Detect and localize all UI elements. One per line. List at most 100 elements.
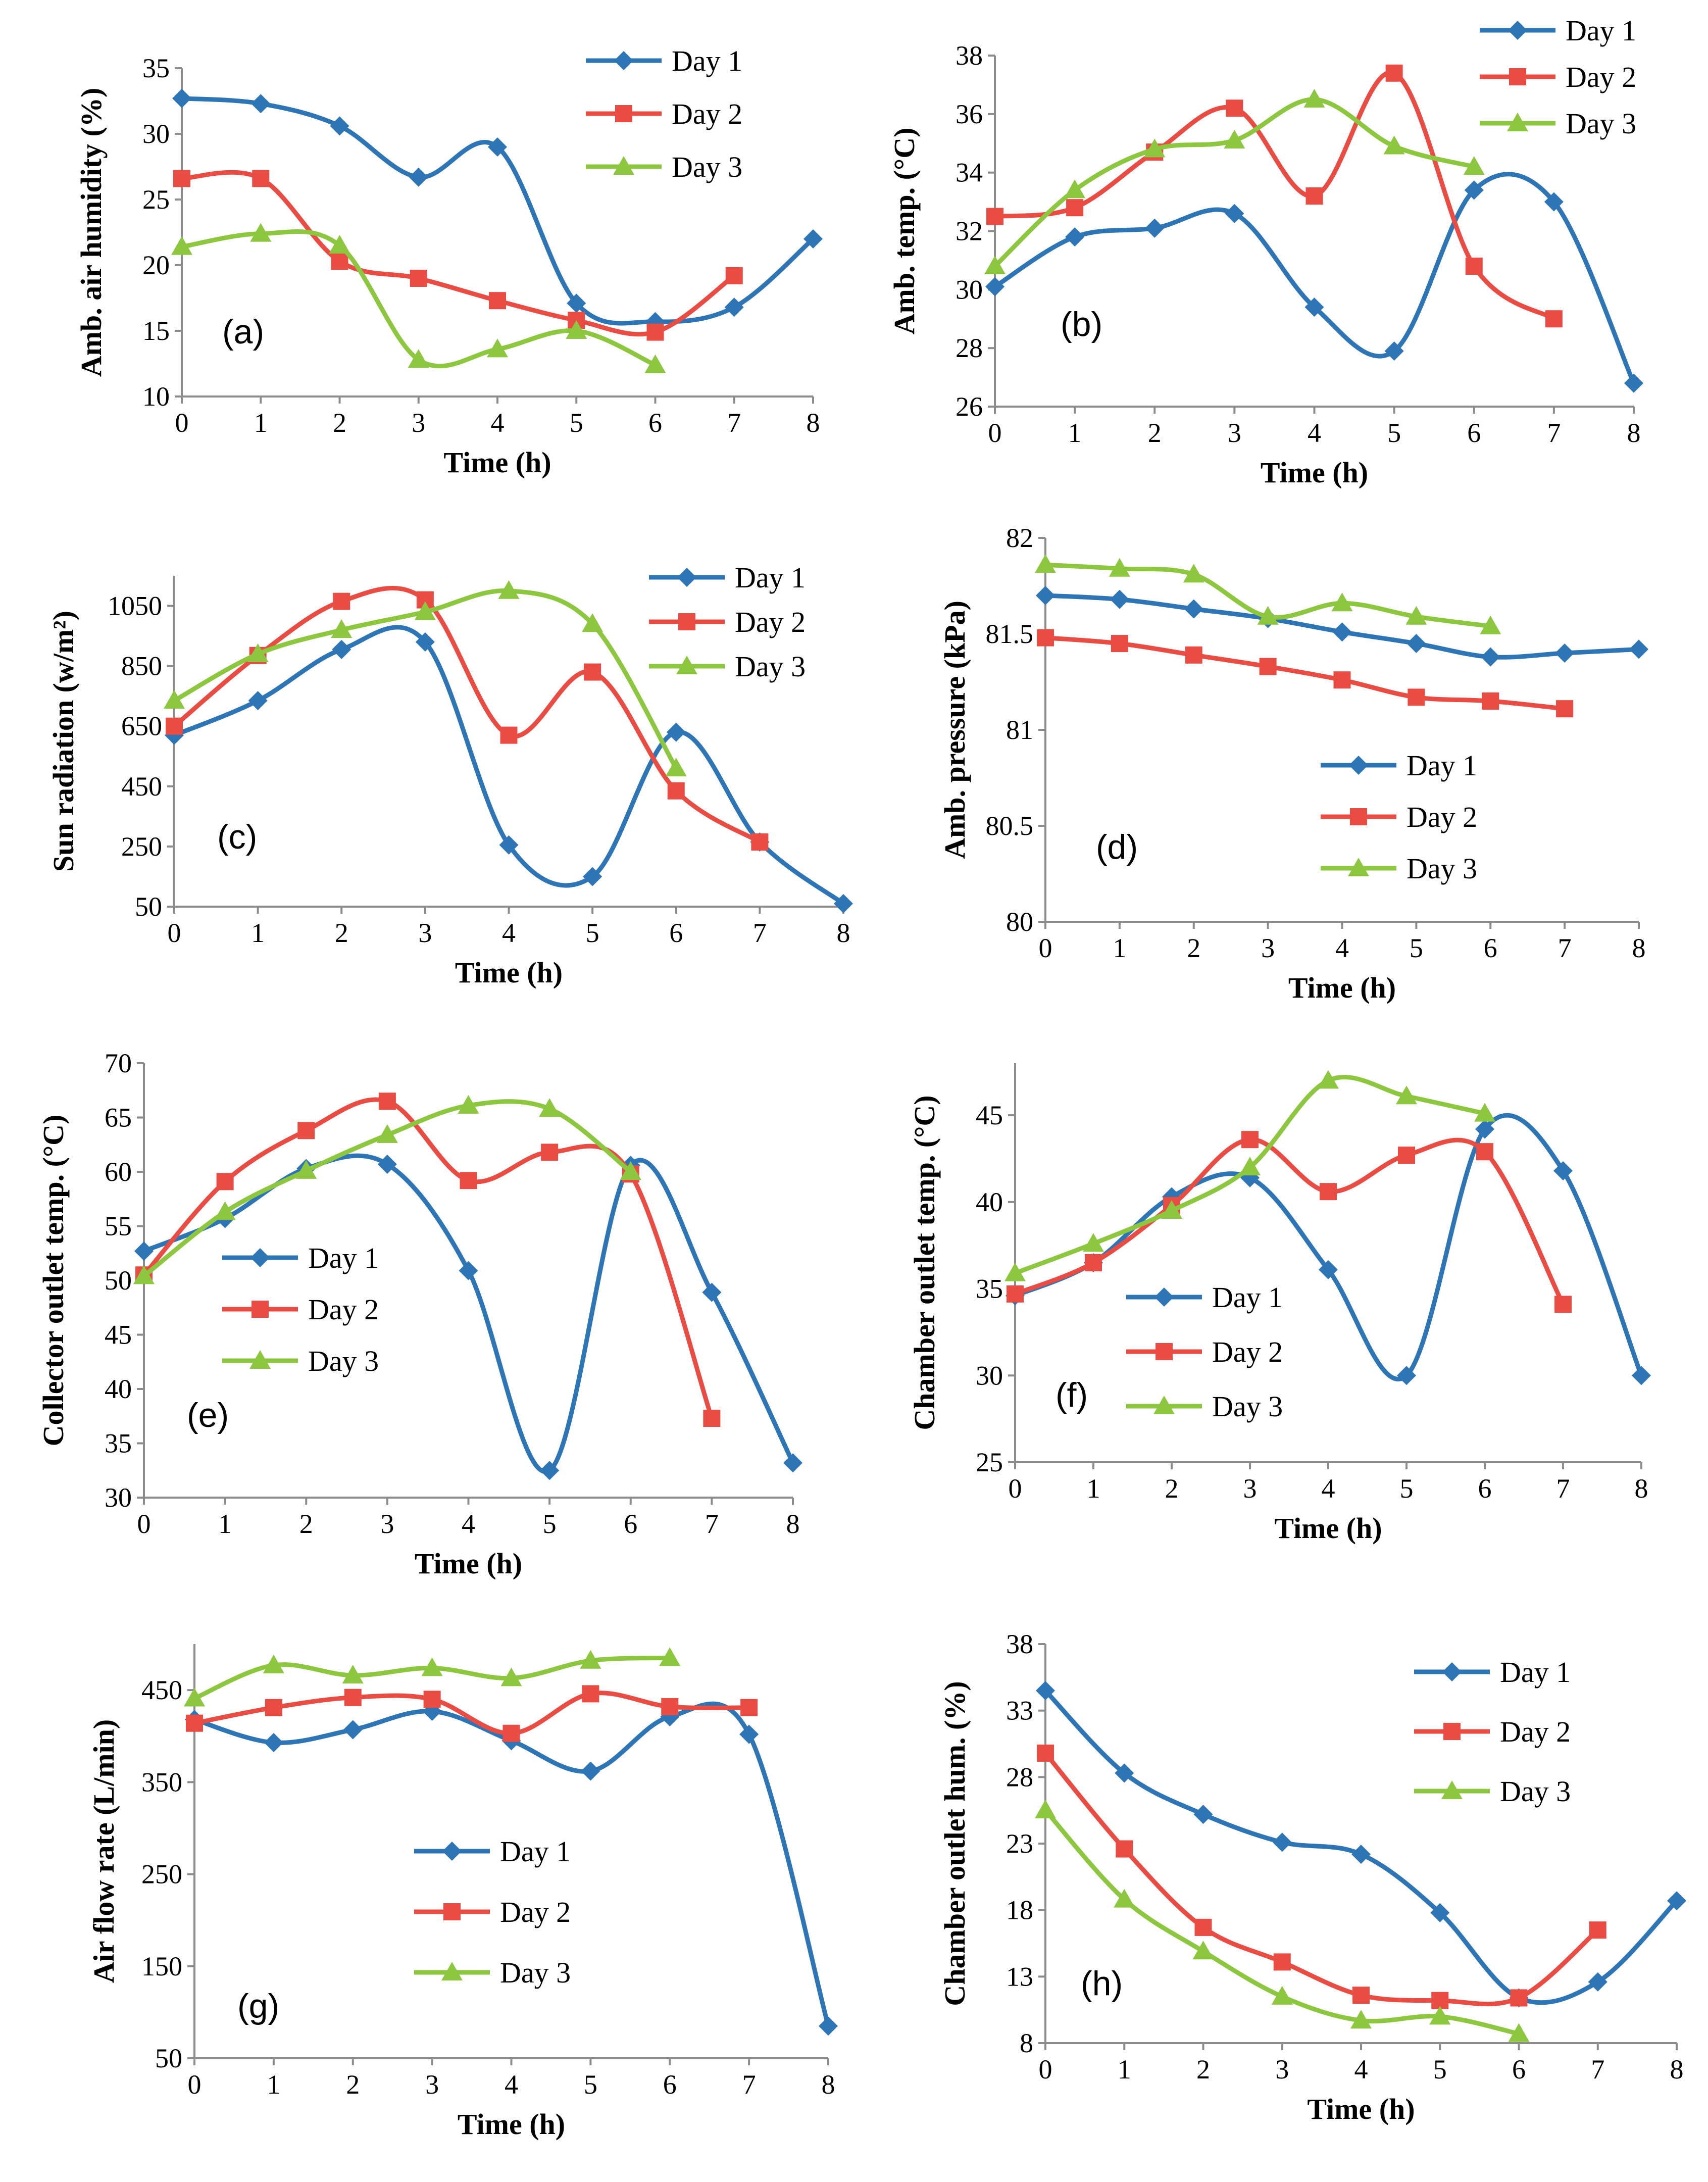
- data-point-day-1: [1544, 192, 1564, 212]
- x-tick-label: 2: [1165, 1473, 1179, 1504]
- y-tick-label: 60: [105, 1157, 132, 1187]
- data-point-day-1: [1624, 373, 1643, 393]
- data-point-day-3: [582, 613, 604, 632]
- data-point-day-3: [263, 1654, 284, 1673]
- data-point-day-1: [1667, 1891, 1686, 1911]
- data-point-day-3: [1161, 1200, 1182, 1219]
- data-point-day-3: [1331, 592, 1353, 612]
- data-point-day-2: [751, 833, 769, 851]
- x-tick-label: 1: [267, 2069, 280, 2100]
- data-point-day-1: [459, 1261, 478, 1280]
- legend-marker: [442, 1842, 462, 1861]
- legend: Day 1 Day 2 Day 3: [586, 44, 742, 183]
- legend-entry: Day 1: [500, 1835, 571, 1868]
- data-point-day-1: [985, 277, 1004, 296]
- series-line-day-2: [141, 1097, 714, 1421]
- data-point-day-1: [377, 1154, 397, 1174]
- data-point-day-2: [297, 1122, 315, 1139]
- x-tick-label: 7: [1547, 418, 1561, 448]
- data-point-day-3: [1257, 606, 1279, 625]
- x-tick-label: 5: [1410, 933, 1423, 963]
- x-tick-label: 4: [1354, 2054, 1368, 2085]
- data-point-day-1: [248, 691, 268, 711]
- data-point-day-2: [1226, 100, 1243, 117]
- x-tick-label: 7: [727, 408, 741, 438]
- data-point-day-1: [1145, 218, 1165, 238]
- data-point-day-2: [1408, 688, 1425, 706]
- x-tick-label: 7: [1558, 933, 1572, 963]
- legend-marker: [1442, 1662, 1462, 1681]
- x-tick-label: 0: [137, 1509, 151, 1539]
- y-tick-label: 34: [956, 158, 983, 188]
- y-tick-label: 45: [105, 1320, 132, 1350]
- data-point-day-2: [1305, 187, 1323, 205]
- series-line-day-1: [192, 1701, 831, 2028]
- legend-entry: Day 3: [1500, 1775, 1571, 1808]
- data-point-day-2: [986, 208, 1003, 225]
- x-tick-label: 7: [742, 2069, 756, 2100]
- panel-label: (g): [237, 1987, 279, 2025]
- x-tick-label: 1: [1113, 933, 1126, 963]
- data-point-day-1: [819, 2016, 838, 2036]
- data-point-day-1: [666, 722, 686, 742]
- legend: Day 1 Day 2 Day 3: [1480, 14, 1636, 140]
- legend-marker: [252, 1301, 269, 1318]
- legend-marker: [250, 1248, 270, 1267]
- legend-entry: Day 2: [1212, 1335, 1283, 1368]
- data-point-day-1: [1304, 297, 1324, 317]
- y-tick-label: 65: [105, 1103, 132, 1133]
- y-tick-label: 50: [135, 891, 162, 922]
- data-point-day-2: [1066, 199, 1084, 217]
- data-point-day-2: [1037, 629, 1054, 647]
- y-tick-label: 45: [976, 1100, 1003, 1130]
- series-line-day-2: [192, 1691, 751, 1736]
- data-point-day-3: [1350, 2010, 1372, 2029]
- legend-entry: Day 1: [672, 44, 742, 77]
- data-point-day-2: [503, 1724, 520, 1742]
- data-point-day-3: [620, 1161, 641, 1180]
- data-point-day-2: [1037, 1744, 1054, 1762]
- y-axis-title: Amb. temp. (°C): [888, 128, 921, 335]
- x-tick-label: 6: [624, 1509, 637, 1539]
- x-tick-label: 2: [346, 2069, 360, 2100]
- data-point-day-2: [331, 253, 348, 270]
- x-tick-label: 8: [807, 408, 820, 438]
- data-point-day-1: [1193, 1805, 1213, 1824]
- data-point-day-2: [740, 1699, 758, 1716]
- data-point-day-1: [343, 1720, 363, 1740]
- data-point-day-3: [644, 354, 666, 373]
- legend-marker: [676, 656, 697, 674]
- y-axis-title: Chamber outlet hum. (%): [938, 1681, 971, 2006]
- y-tick-label: 36: [956, 99, 983, 129]
- data-point-day-1: [739, 1724, 759, 1744]
- data-point-day-3: [171, 236, 192, 255]
- x-axis-title: Time (h): [455, 956, 563, 989]
- series-line-day-1: [992, 172, 1636, 386]
- legend-entry: Day 1: [735, 561, 806, 594]
- x-tick-label: 2: [1187, 933, 1200, 963]
- data-point-day-1: [1430, 1903, 1450, 1922]
- data-point-day-2: [1194, 1918, 1212, 1936]
- x-tick-label: 3: [418, 918, 432, 948]
- panel-label: (e): [187, 1396, 229, 1434]
- legend-entry: Day 2: [308, 1293, 379, 1326]
- data-point-day-3: [250, 223, 272, 242]
- y-tick-label: 50: [155, 2043, 182, 2073]
- legend-entry: Day 3: [735, 650, 806, 683]
- data-point-day-2: [1482, 692, 1499, 710]
- y-tick-label: 30: [142, 119, 170, 149]
- data-point-day-1: [251, 94, 271, 114]
- y-tick-label: 650: [121, 711, 162, 741]
- data-point-day-1: [264, 1732, 283, 1752]
- y-axis-title: Amb. pressure (kPa): [938, 601, 971, 859]
- data-point-day-3: [1508, 2023, 1530, 2042]
- x-tick-label: 2: [1148, 418, 1162, 448]
- y-tick-label: 25: [976, 1447, 1003, 1477]
- data-point-day-3: [1183, 564, 1204, 583]
- y-tick-label: 250: [141, 1859, 182, 1890]
- legend-entry: Day 1: [1406, 749, 1477, 782]
- panel-label: (c): [217, 818, 257, 856]
- legend-marker: [1349, 756, 1368, 775]
- y-tick-label: 81: [1006, 715, 1033, 745]
- x-tick-label: 6: [1484, 933, 1497, 963]
